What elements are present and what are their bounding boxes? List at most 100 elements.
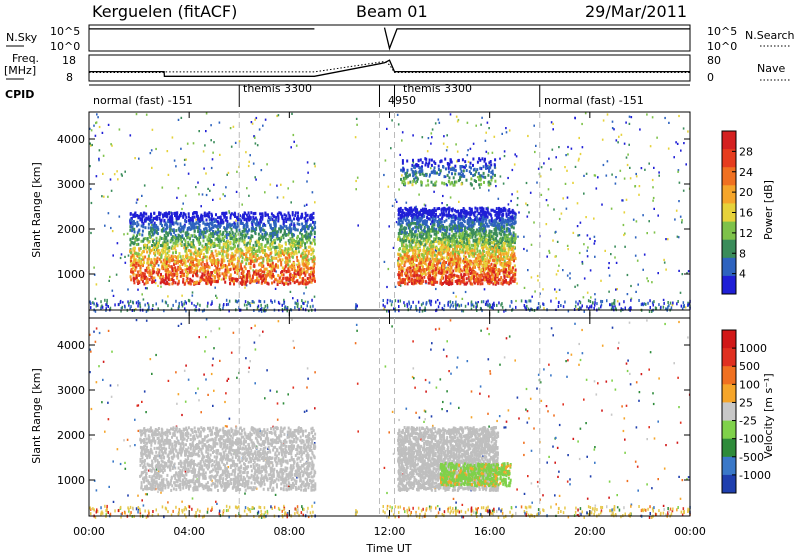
power-echo-pixel xyxy=(230,254,233,258)
power-echo-pixel xyxy=(204,246,207,249)
power-noise-pixel xyxy=(653,166,655,169)
power-noise-pixel xyxy=(102,154,105,157)
power-noise-pixel xyxy=(458,200,460,203)
power-echo-pixel xyxy=(405,276,408,280)
power-clutter-pixel xyxy=(564,300,566,304)
power-echo-pixel xyxy=(256,240,259,244)
power-echo-pixel xyxy=(190,234,193,238)
power-echo-pixel xyxy=(145,244,148,247)
power-noise-pixel xyxy=(303,204,306,207)
power-echo-pixel xyxy=(156,248,159,252)
power-echo-pixel xyxy=(439,245,442,249)
power-noise-pixel xyxy=(632,218,635,221)
power-noise-pixel xyxy=(637,283,639,286)
power-noise-pixel xyxy=(534,290,536,293)
power-echo-pixel xyxy=(222,245,225,249)
power-noise-pixel xyxy=(555,230,557,233)
power-echo-pixel xyxy=(312,220,314,224)
power-echo-pixel xyxy=(133,277,136,281)
power-clutter-pixel xyxy=(447,303,449,307)
power-echo-pixel xyxy=(291,251,294,255)
power-clutter-pixel xyxy=(129,299,132,303)
power-echo-pixel xyxy=(241,216,244,220)
power-echo-pixel xyxy=(283,224,286,228)
power-echo-pixel xyxy=(459,214,461,217)
power-echo-pixel xyxy=(295,250,298,253)
power-clutter-pixel xyxy=(274,299,276,303)
power-noise-pixel xyxy=(626,273,629,277)
power-echo-pixel xyxy=(204,276,207,279)
power-echo-pixel xyxy=(234,223,237,227)
power-echo-pixel xyxy=(166,233,169,237)
power-echo-pixel xyxy=(293,217,295,221)
power-echo-pixel xyxy=(209,258,212,262)
power-echo-pixel xyxy=(471,275,473,279)
power-noise-pixel xyxy=(215,294,217,297)
power-echo-pixel xyxy=(154,225,157,229)
power-echo-pixel xyxy=(271,261,274,265)
power-echo-pixel xyxy=(502,241,505,245)
power-noise-pixel xyxy=(292,133,295,137)
power-echo-pixel xyxy=(218,237,221,241)
power-noise-pixel xyxy=(665,268,667,271)
power-noise-pixel xyxy=(651,281,653,284)
power-echo-pixel xyxy=(308,277,311,281)
power-echo-pixel xyxy=(151,276,154,280)
power-clutter-pixel xyxy=(638,299,640,302)
power-noise-pixel xyxy=(91,143,93,147)
power-echo-pixel xyxy=(258,274,261,278)
power-noise-pixel xyxy=(98,157,100,160)
power-echo-pixel xyxy=(215,213,217,217)
power-echo-pixel xyxy=(173,263,176,267)
power-echo-pixel xyxy=(269,223,272,227)
power-echo-pixel xyxy=(227,245,230,249)
power-echo-pixel xyxy=(222,230,225,234)
power-noise-pixel xyxy=(107,195,109,198)
power-echo-pixel xyxy=(262,224,264,228)
power-echo-pixel xyxy=(200,215,203,219)
power-echo-pixel xyxy=(238,228,241,232)
power-noise-pixel xyxy=(417,230,420,233)
power-echo-pixel xyxy=(174,244,177,248)
power-echo-pixel xyxy=(202,220,205,224)
power-noise-pixel xyxy=(137,288,139,291)
power-noise-pixel xyxy=(439,172,442,175)
power-echo-pixel xyxy=(171,222,174,226)
power-clutter-pixel xyxy=(259,300,262,303)
power-echo-pixel xyxy=(309,233,312,237)
power-noise-pixel xyxy=(456,160,458,163)
power-clutter-pixel xyxy=(601,300,604,303)
power-echo-pixel xyxy=(303,255,306,259)
power-echo-pixel xyxy=(164,282,167,286)
power-echo-pixel xyxy=(217,221,220,225)
power-echo-pixel xyxy=(264,237,267,241)
power-echo-pixel xyxy=(399,273,402,277)
power-noise-pixel xyxy=(158,249,161,252)
power-noise-pixel xyxy=(307,309,310,313)
power-noise-pixel xyxy=(614,245,616,248)
power-noise-pixel xyxy=(292,297,294,300)
power-echo-pixel xyxy=(204,242,207,246)
power-echo-pixel xyxy=(239,262,242,266)
power-echo-pixel xyxy=(141,214,144,218)
power-noise-pixel xyxy=(624,245,626,248)
power-noise-pixel xyxy=(230,145,233,148)
power-echo-pixel xyxy=(232,225,235,229)
nsky-tick-bottom: 10^0 xyxy=(50,40,80,53)
power-noise-pixel xyxy=(597,176,599,179)
power-echo-pixel xyxy=(209,232,212,236)
power-echo-pixel xyxy=(272,274,274,278)
power-echo-pixel xyxy=(132,214,135,218)
power-echo-pixel xyxy=(462,261,465,265)
power-clutter-pixel xyxy=(461,309,463,313)
power-noise-pixel xyxy=(634,185,637,188)
power-echo-pixel xyxy=(154,253,157,257)
power-noise-pixel xyxy=(627,153,629,156)
power-noise-pixel xyxy=(247,164,250,168)
power-echo-pixel xyxy=(279,251,282,255)
power-echo-pixel xyxy=(282,218,285,222)
power-echo-pixel xyxy=(201,257,204,261)
power-clutter-pixel xyxy=(105,303,107,307)
power-noise-pixel xyxy=(232,125,235,128)
power-echo-pixel xyxy=(307,232,310,236)
